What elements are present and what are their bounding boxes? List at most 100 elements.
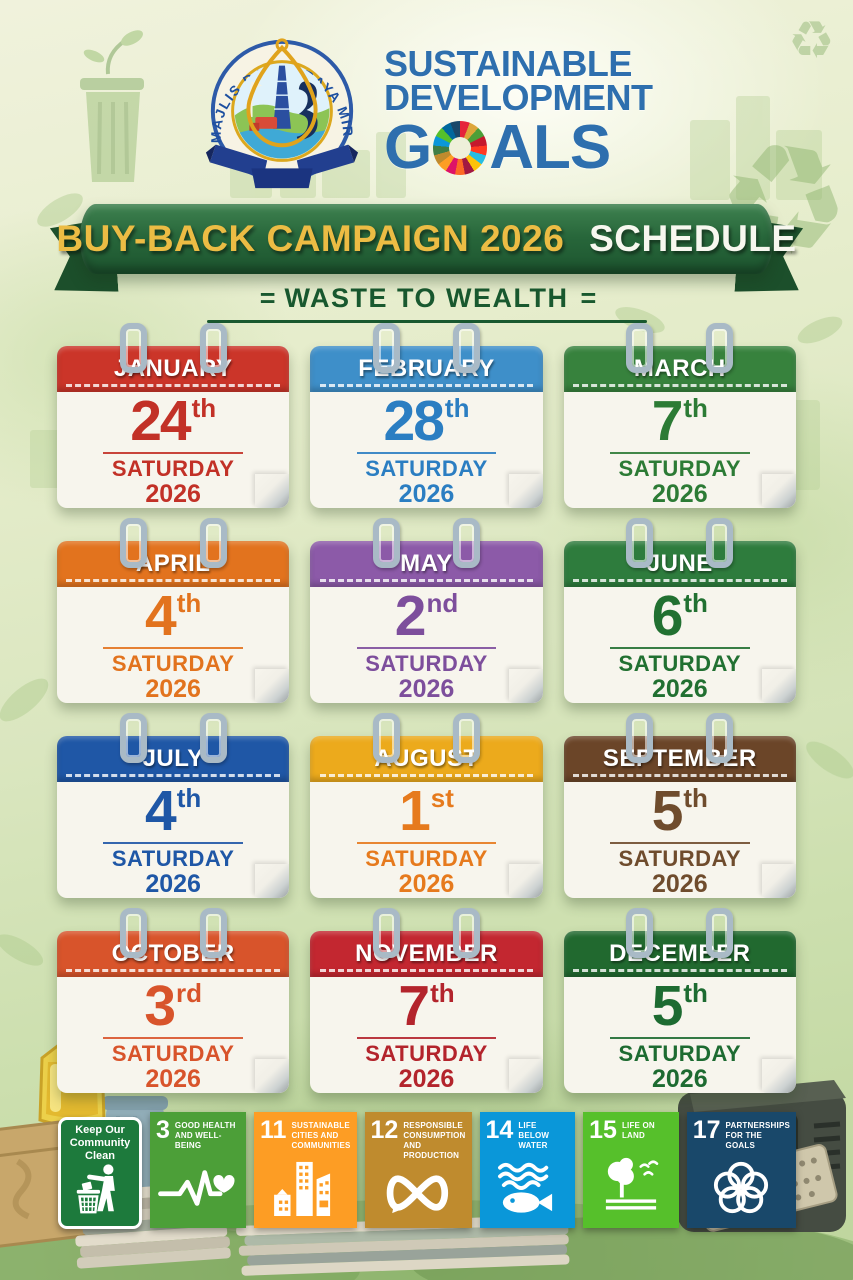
day-label: SATURDAY [618,651,742,676]
day-label: SATURDAY [365,651,488,676]
city-buildings-icon [260,1151,351,1224]
divider [356,647,497,649]
divider [103,1037,243,1039]
calendar-body: 28th SATURDAY 2026 [310,392,543,508]
subtitle-underline [206,320,647,323]
binder-rings-icon [57,323,289,373]
sdg-title-block: SUSTAINABLE DEVELOPMENT G ALS [384,42,653,182]
binder-rings-icon [564,908,796,958]
banner-schedule: SCHEDULE [589,218,797,259]
month-header: AUGUST [310,736,543,782]
date-number: 5 [651,977,684,1038]
date-number: 5 [651,782,684,843]
page-curl [255,669,290,703]
day-label: SATURDAY [365,456,488,481]
ordinal-suffix: th [444,393,470,423]
date-number: 24 [130,392,191,453]
dashed-line [66,384,281,387]
sdg-wheel-icon [433,120,488,175]
sdg-number: 15 [589,1116,617,1144]
dashed-line [319,969,534,972]
year-label: 2026 [398,675,455,703]
year-label: 2026 [145,870,201,898]
page-curl [761,864,796,898]
year-label: 2026 [398,1065,455,1093]
day-label: SATURDAY [111,651,235,676]
dashed-line [66,579,281,582]
divider [610,647,750,649]
sdg-title: SUSTAINABLE CITIES AND COMMUNITIES [291,1121,351,1150]
sdg-tile-11: 11 SUSTAINABLE CITIES AND COMMUNITIES [254,1112,357,1228]
calendar-card-september: SEPTEMBER 5th SATURDAY 2026 [563,713,796,898]
page-curl [761,474,796,508]
binder-rings-icon [57,908,289,958]
calendar-card-january: JANUARY 24th SATURDAY 2026 [57,323,290,508]
page-curl [761,1059,796,1093]
binder-rings-icon [564,518,796,568]
sdg-title: LIFE BELOW WATER [518,1121,550,1150]
calendar-card-february: FEBRUARY 28th SATURDAY 2026 [310,323,543,508]
day-label: SATURDAY [111,846,235,871]
sdg-title: GOOD HEALTH AND WELL-BEING [174,1121,236,1150]
calendar-body: 7th SATURDAY 2026 [564,392,796,508]
calendar-card-june: JUNE 6th SATURDAY 2026 [563,518,796,703]
date-number: 7 [651,392,684,453]
sdg-tile-3: 3 GOOD HEALTH AND WELL-BEING [150,1112,246,1228]
ordinal-suffix: th [176,588,202,618]
divider [103,452,243,454]
footer: Keep Our Community Clean 3 GOOD HEALTH AN… [58,1112,797,1229]
binder-rings-icon [310,323,542,373]
page-curl [255,474,290,508]
calendar-body: 1st SATURDAY 2026 [310,782,543,898]
calendar-body: 3rd SATURDAY 2026 [57,977,290,1093]
binder-rings-icon [310,518,542,568]
day-label: SATURDAY [618,846,742,871]
binder-rings-icon [564,323,796,373]
calendar-body: 5th SATURDAY 2026 [564,977,796,1093]
date-number: 7 [398,977,430,1038]
waste-to-wealth-label: WASTE TO WEALTH [284,283,569,313]
page-curl [508,474,543,508]
year-label: 2026 [652,480,708,508]
day-label: SATURDAY [365,1041,488,1066]
calendar-body: 6th SATURDAY 2026 [564,587,796,703]
ordinal-suffix: th [683,588,708,618]
dashed-line [572,969,787,972]
day-label: SATURDAY [618,456,742,481]
calendar-card-august: AUGUST 1st SATURDAY 2026 [310,713,543,898]
equals-ornament: = [259,283,276,313]
heartbeat-heart-icon [156,1151,240,1224]
month-label: JULY [142,745,204,772]
sdg-number: 3 [156,1116,170,1144]
date-number: 2 [394,587,427,648]
binder-rings-icon [564,713,796,763]
sign-line3: Clean [85,1149,115,1162]
sdg-tile-17: 17 PARTNERSHIPS FOR THE GOALS [686,1112,797,1228]
divider [356,1037,497,1039]
dashed-line [66,969,281,972]
goals-letter-g: G [384,112,432,182]
sdg-tile-14: 14 LIFE BELOW WATER [479,1112,576,1228]
month-label: APRIL [135,550,211,577]
month-label: JUNE [646,550,713,577]
calendar-card-october: OCTOBER 3rd SATURDAY 2026 [57,908,290,1093]
sdg-title: RESPONSIBLE CONSUMPTION AND PRODUCTION [403,1121,466,1160]
year-label: 2026 [652,870,708,898]
recycle-arrows-icon: ♻ [788,11,835,71]
page-curl [508,864,543,898]
year-label: 2026 [398,480,455,508]
page-curl [508,669,543,703]
divider [103,647,243,649]
date-number: 6 [651,587,684,648]
calendar-card-march: MARCH 7th SATURDAY 2026 [563,323,796,508]
dashed-line [66,774,281,777]
title-sustainable: SUSTAINABLE [384,42,632,84]
binder-rings-icon [310,908,542,958]
year-label: 2026 [145,1065,201,1093]
sign-line2: Community [69,1136,131,1149]
fish-waves-icon [486,1151,570,1224]
year-label: 2026 [145,675,201,703]
crest-ribbon [205,144,359,189]
year-label: 2026 [398,870,455,898]
